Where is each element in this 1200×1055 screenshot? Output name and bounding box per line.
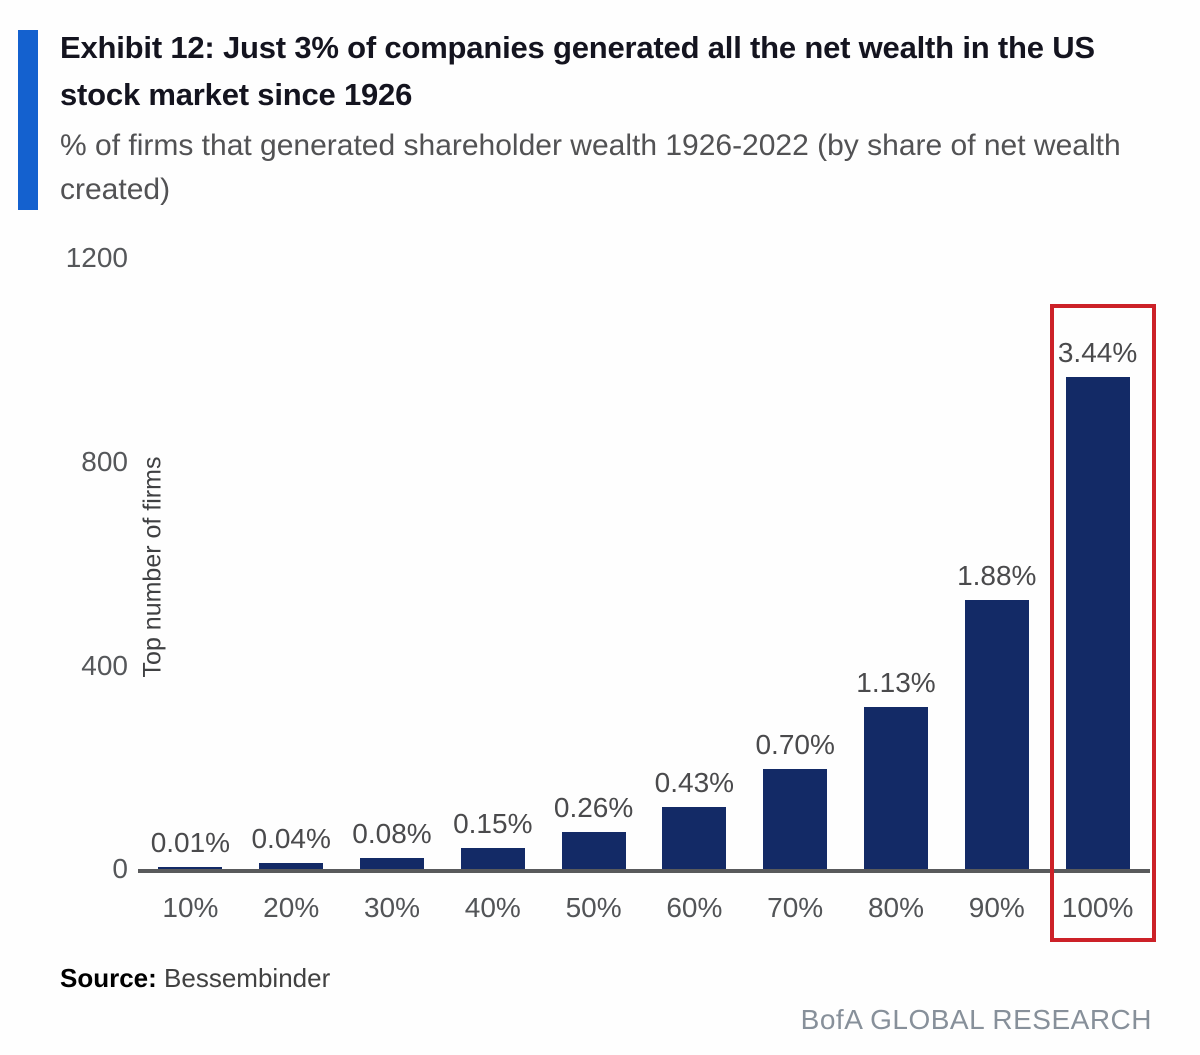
bar-value-label: 0.01%: [150, 826, 231, 858]
wealth-bar-80pct: [863, 707, 928, 869]
bar-value-label: 0.70%: [755, 728, 835, 760]
wealth-bar-90pct: [964, 600, 1029, 869]
bar-value-label: 0.43%: [654, 767, 735, 799]
bar-value-label: 0.15%: [453, 807, 533, 839]
wealth-bar-100pct: [1065, 377, 1130, 869]
x-axis-label: 100%: [1061, 892, 1134, 923]
x-axis-label: 80%: [867, 892, 924, 923]
y-axis-tick-400: 400: [81, 650, 128, 681]
source-line: Source: Bessembinder: [60, 963, 330, 994]
bar-value-label: 0.26%: [553, 791, 634, 823]
bar-slot: 0.26%: [543, 258, 644, 869]
x-axis-label: 10%: [162, 892, 219, 923]
bar-slot: 1.88%: [946, 258, 1047, 869]
source-value: Bessembinder: [164, 963, 331, 993]
bar-value-label: 3.44%: [1057, 337, 1138, 369]
x-axis-label: 60%: [666, 892, 723, 923]
bar-slot: 3.44%: [1047, 258, 1148, 869]
wealth-bar-50pct: [561, 831, 626, 869]
title-accent-bar: [18, 30, 38, 210]
wealth-bar-70pct: [763, 768, 828, 869]
x-axis-label: 20%: [263, 892, 320, 923]
y-axis-tick-800: 800: [81, 446, 128, 477]
bar-slot: 0.04%: [241, 258, 342, 869]
wealth-bar-20pct: [259, 863, 324, 869]
x-axis-line: [138, 869, 1150, 873]
bar-value-label: 1.13%: [856, 667, 936, 699]
bar-slot: 0.08%: [342, 258, 443, 869]
wealth-bar-60pct: [662, 807, 727, 869]
chart-subtitle: % of firms that generated shareholder we…: [60, 129, 1121, 206]
x-axis-label: 90%: [968, 892, 1025, 923]
y-axis-tick-0: 0: [112, 853, 128, 884]
source-label: Source:: [60, 963, 157, 993]
bar-slot: 0.70%: [745, 258, 846, 869]
bar-slot: 1.13%: [846, 258, 947, 869]
bar-slot: 0.15%: [442, 258, 543, 869]
x-axis-label: 30%: [363, 892, 421, 923]
x-axis-label: 70%: [767, 892, 824, 923]
x-axis-label: 40%: [464, 892, 521, 923]
wealth-bar-10pct: [158, 866, 223, 869]
bar-slot: 0.43%: [644, 258, 745, 869]
bar-value-label: 0.08%: [352, 817, 432, 849]
x-axis-labels: 10% 20% 30% 40% 50% 60% 70% 80% 90% 100%: [140, 892, 1148, 924]
x-axis-label: 50%: [565, 892, 622, 923]
bar-slot: 0.01%: [140, 258, 241, 869]
bar-value-label: 1.88%: [957, 560, 1037, 592]
highlight-box-100pct: [1050, 304, 1156, 942]
brand-bofa-global-research: BofA GLOBAL RESEARCH: [800, 1004, 1152, 1035]
wealth-bar-40pct: [460, 847, 525, 869]
bar-value-label: 0.04%: [251, 823, 331, 855]
y-axis-tick-1200: 1200: [65, 242, 128, 273]
wealth-bar-30pct: [359, 857, 424, 869]
plot-area: 0.01% 0.04% 0.08% 0.15% 0.26% 0.43% 0.70…: [140, 258, 1148, 869]
exhibit-title: Exhibit 12: Just 3% of companies generat…: [60, 30, 1095, 112]
